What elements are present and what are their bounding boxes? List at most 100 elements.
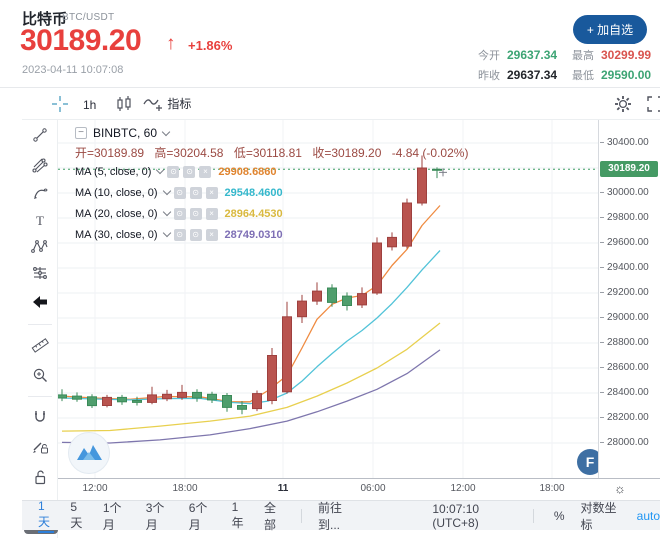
- price-tick-label: 28400.00: [600, 387, 649, 398]
- stat-prev-close-label: 昨收: [478, 70, 500, 82]
- stat-low-value: 29590.00: [601, 68, 652, 82]
- chevron-down-icon[interactable]: [156, 165, 165, 175]
- range-1y[interactable]: 1年: [231, 500, 244, 530]
- chart-toolbar: 1h 指标: [22, 88, 660, 120]
- ruler-measure-tool-icon[interactable]: [31, 336, 49, 354]
- delete-icon[interactable]: ×: [199, 165, 212, 178]
- price-up-arrow-icon: ↑: [166, 33, 176, 54]
- range-6m[interactable]: 6个月: [188, 500, 208, 532]
- price-tick-label: 28200.00: [600, 412, 649, 423]
- ma-row: MA (10, close, 0) ⊙ ⊙ × 29548.4600: [75, 182, 475, 203]
- stat-prev-close: 昨收 29637.34: [478, 66, 557, 84]
- add-watchlist-button[interactable]: + 加自选: [573, 15, 647, 44]
- gann-fibonacci-tool-icon[interactable]: [31, 156, 49, 174]
- ma-row: MA (30, close, 0) ⊙ ⊙ × 28749.0310: [75, 224, 475, 245]
- price-tick-label: 29800.00: [600, 212, 649, 223]
- ohlc-open: 开=30189.89: [75, 146, 145, 160]
- current-price: 30189.20: [20, 24, 142, 57]
- text-tool-icon[interactable]: T: [31, 211, 49, 229]
- price-tick-label: 28000.00: [600, 437, 649, 448]
- ohlc-close: 收=30189.20: [312, 146, 382, 160]
- indicator-button[interactable]: 指标: [142, 94, 191, 114]
- percent-scale-button[interactable]: %: [553, 508, 565, 523]
- ma-value: 28964.4530: [224, 207, 283, 220]
- stat-high-value: 30299.99: [601, 48, 652, 62]
- lock-all-icon[interactable]: [31, 468, 49, 486]
- indicator-label: 指标: [167, 97, 192, 111]
- f-badge-logo: F: [577, 449, 598, 475]
- price-tick-label: 28800.00: [600, 337, 649, 348]
- ma-indicator-rows: MA (5, close, 0) ⊙ ⊙ × 29908.6860 MA (10, clo…: [75, 161, 475, 245]
- trend-line-tool-icon[interactable]: [31, 126, 49, 144]
- candlestick-chart[interactable]: F − BINBTC, 60 开=30189.89 高=30204.58 低=3…: [58, 120, 598, 478]
- candle-style-icon[interactable]: [114, 94, 134, 114]
- ma-label: MA (10, close, 0): [75, 186, 158, 199]
- chevron-down-icon[interactable]: [162, 186, 171, 196]
- price-tick-label: 30400.00: [600, 137, 649, 148]
- ma-label: MA (5, close, 0): [75, 165, 152, 178]
- range-all[interactable]: 全部: [264, 500, 277, 532]
- time-tick-label: 11: [277, 483, 289, 494]
- chevron-down-icon[interactable]: [162, 228, 171, 238]
- price-tick-label: 29200.00: [600, 287, 649, 298]
- ma-value: 29908.6860: [218, 165, 277, 178]
- time-range-toolbar: 1天 5天 1个月 3个月 6个月 1年 全部 前往到... 10:07:10 …: [22, 499, 660, 533]
- hide-icon[interactable]: ⊙: [173, 228, 186, 241]
- zoom-in-tool-icon[interactable]: [31, 366, 49, 384]
- forecast-tool-icon[interactable]: [31, 264, 49, 282]
- range-1d[interactable]: 1天: [38, 499, 55, 533]
- gear-icon[interactable]: [612, 93, 634, 115]
- delete-icon[interactable]: ×: [205, 186, 218, 199]
- go-to-date-button[interactable]: 前往到...: [317, 500, 342, 532]
- chart-canvas: [58, 120, 598, 478]
- symbol-pair: BTC/USDT: [62, 12, 115, 23]
- exchange-watermark-logo: [68, 432, 110, 474]
- log-scale-button[interactable]: 对数坐标: [580, 500, 617, 532]
- axis-settings-sun-icon[interactable]: ☼: [614, 481, 626, 496]
- ma-value: 28749.0310: [224, 228, 283, 241]
- price-axis[interactable]: 30400.00 30000.00 29800.00 29600.00 29400.00…: [598, 120, 660, 478]
- hide-icon[interactable]: ⊙: [173, 207, 186, 220]
- stat-prev-close-value: 29637.34: [507, 68, 558, 82]
- back-arrow-icon[interactable]: [31, 293, 49, 311]
- time-tick-label: 06:00: [360, 483, 386, 494]
- clock-timezone[interactable]: 10:07:10 (UTC+8): [432, 501, 480, 530]
- price-tick-label: 29000.00: [600, 312, 649, 323]
- toolbar-divider: [532, 508, 534, 523]
- ma-value: 29548.4600: [224, 186, 283, 199]
- fullscreen-icon[interactable]: [644, 93, 660, 115]
- delete-icon[interactable]: ×: [205, 228, 218, 241]
- settings-icon[interactable]: ⊙: [189, 207, 202, 220]
- drawing-mode-lock-icon[interactable]: [31, 438, 49, 456]
- time-tick-label: 12:00: [450, 483, 476, 494]
- xabcd-pattern-tool-icon[interactable]: [31, 238, 49, 256]
- ohlc-high: 高=30204.58: [154, 146, 224, 160]
- interval-selector[interactable]: 1h: [83, 98, 97, 112]
- chart-legend: − BINBTC, 60 开=30189.89 高=30204.58 低=301…: [75, 126, 475, 245]
- time-tick-label: 12:00: [82, 483, 108, 494]
- stat-low: 最低 29590.00: [572, 66, 651, 84]
- crosshair-tool-icon[interactable]: [50, 94, 70, 114]
- range-5d[interactable]: 5天: [70, 500, 83, 530]
- settings-icon[interactable]: ⊙: [183, 165, 196, 178]
- price-tick-label: 29600.00: [600, 237, 649, 248]
- series-title[interactable]: BINBTC, 60: [93, 126, 158, 140]
- magnet-tool-icon[interactable]: [31, 408, 49, 426]
- stat-open: 今开 29637.34: [478, 46, 557, 64]
- range-1m[interactable]: 1个月: [102, 500, 122, 532]
- settings-icon[interactable]: ⊙: [189, 186, 202, 199]
- delete-icon[interactable]: ×: [205, 207, 218, 220]
- chevron-down-icon[interactable]: [162, 207, 171, 217]
- hide-icon[interactable]: ⊙: [173, 186, 186, 199]
- auto-scale-button[interactable]: auto: [636, 508, 660, 523]
- collapse-series-icon[interactable]: −: [75, 127, 87, 139]
- price-tick-label: 29400.00: [600, 262, 649, 273]
- range-3m[interactable]: 3个月: [145, 500, 165, 532]
- brush-tool-icon[interactable]: [31, 184, 49, 202]
- svg-text:T: T: [36, 213, 44, 228]
- time-axis[interactable]: 12:00 18:00 11 06:00 12:00 18:00: [58, 478, 598, 500]
- chevron-down-icon[interactable]: [161, 127, 171, 136]
- hide-icon[interactable]: ⊙: [167, 165, 180, 178]
- settings-icon[interactable]: ⊙: [189, 228, 202, 241]
